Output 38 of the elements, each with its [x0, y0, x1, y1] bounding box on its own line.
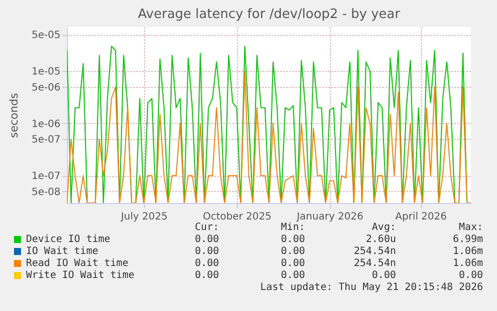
text: 1.06m [452, 258, 483, 270]
legend-label: Write IO Wait time [26, 270, 134, 282]
legend-label: Device IO time [26, 234, 110, 246]
y-tick-label: 5e-08 [32, 186, 60, 198]
text: Min: [280, 222, 305, 234]
text: 0.00 [194, 234, 219, 246]
y-axis-title: seconds [8, 92, 21, 138]
text: 0.00 [372, 270, 396, 282]
y-tick-label: 5e-06 [32, 82, 60, 94]
text: 254.54n [354, 258, 396, 270]
text: 0.00 [280, 258, 305, 270]
text: 0.00 [194, 246, 219, 258]
text: 1.06m [452, 246, 483, 258]
text: 0.00 [280, 234, 305, 246]
text: 254.54n [354, 246, 396, 258]
y-tick-label: 1e-06 [32, 118, 60, 130]
legend-label: Read IO Wait time [26, 258, 128, 270]
text: 0.00 [194, 258, 219, 270]
y-tick-label: 1e-07 [32, 171, 60, 182]
text: 2.60u [366, 234, 396, 246]
y-tick-label: 5e-05 [32, 30, 60, 42]
text: 0.00 [280, 246, 305, 258]
text: 0.00 [194, 270, 219, 282]
y-tick-label: 1e-05 [32, 66, 60, 78]
text: Max: [458, 222, 483, 234]
text: Last update: Thu May 21 20:15:48 2026 [260, 282, 483, 294]
text: 6.99m [452, 234, 483, 246]
text: Cur: [194, 222, 219, 234]
x-tick-label: April 2026 [395, 212, 447, 222]
x-tick-label: July 2025 [120, 212, 168, 222]
legend-label: IO Wait time [26, 246, 98, 258]
text: 0.00 [280, 270, 305, 282]
y-tick-label: 5e-07 [32, 134, 60, 146]
x-tick-label: October 2025 [202, 212, 272, 222]
text: 0.00 [458, 270, 483, 282]
chart-title: Average latency for /dev/loop2 - by year [138, 7, 401, 22]
text: Avg: [372, 222, 396, 234]
x-tick-label: January 2026 [296, 212, 364, 222]
